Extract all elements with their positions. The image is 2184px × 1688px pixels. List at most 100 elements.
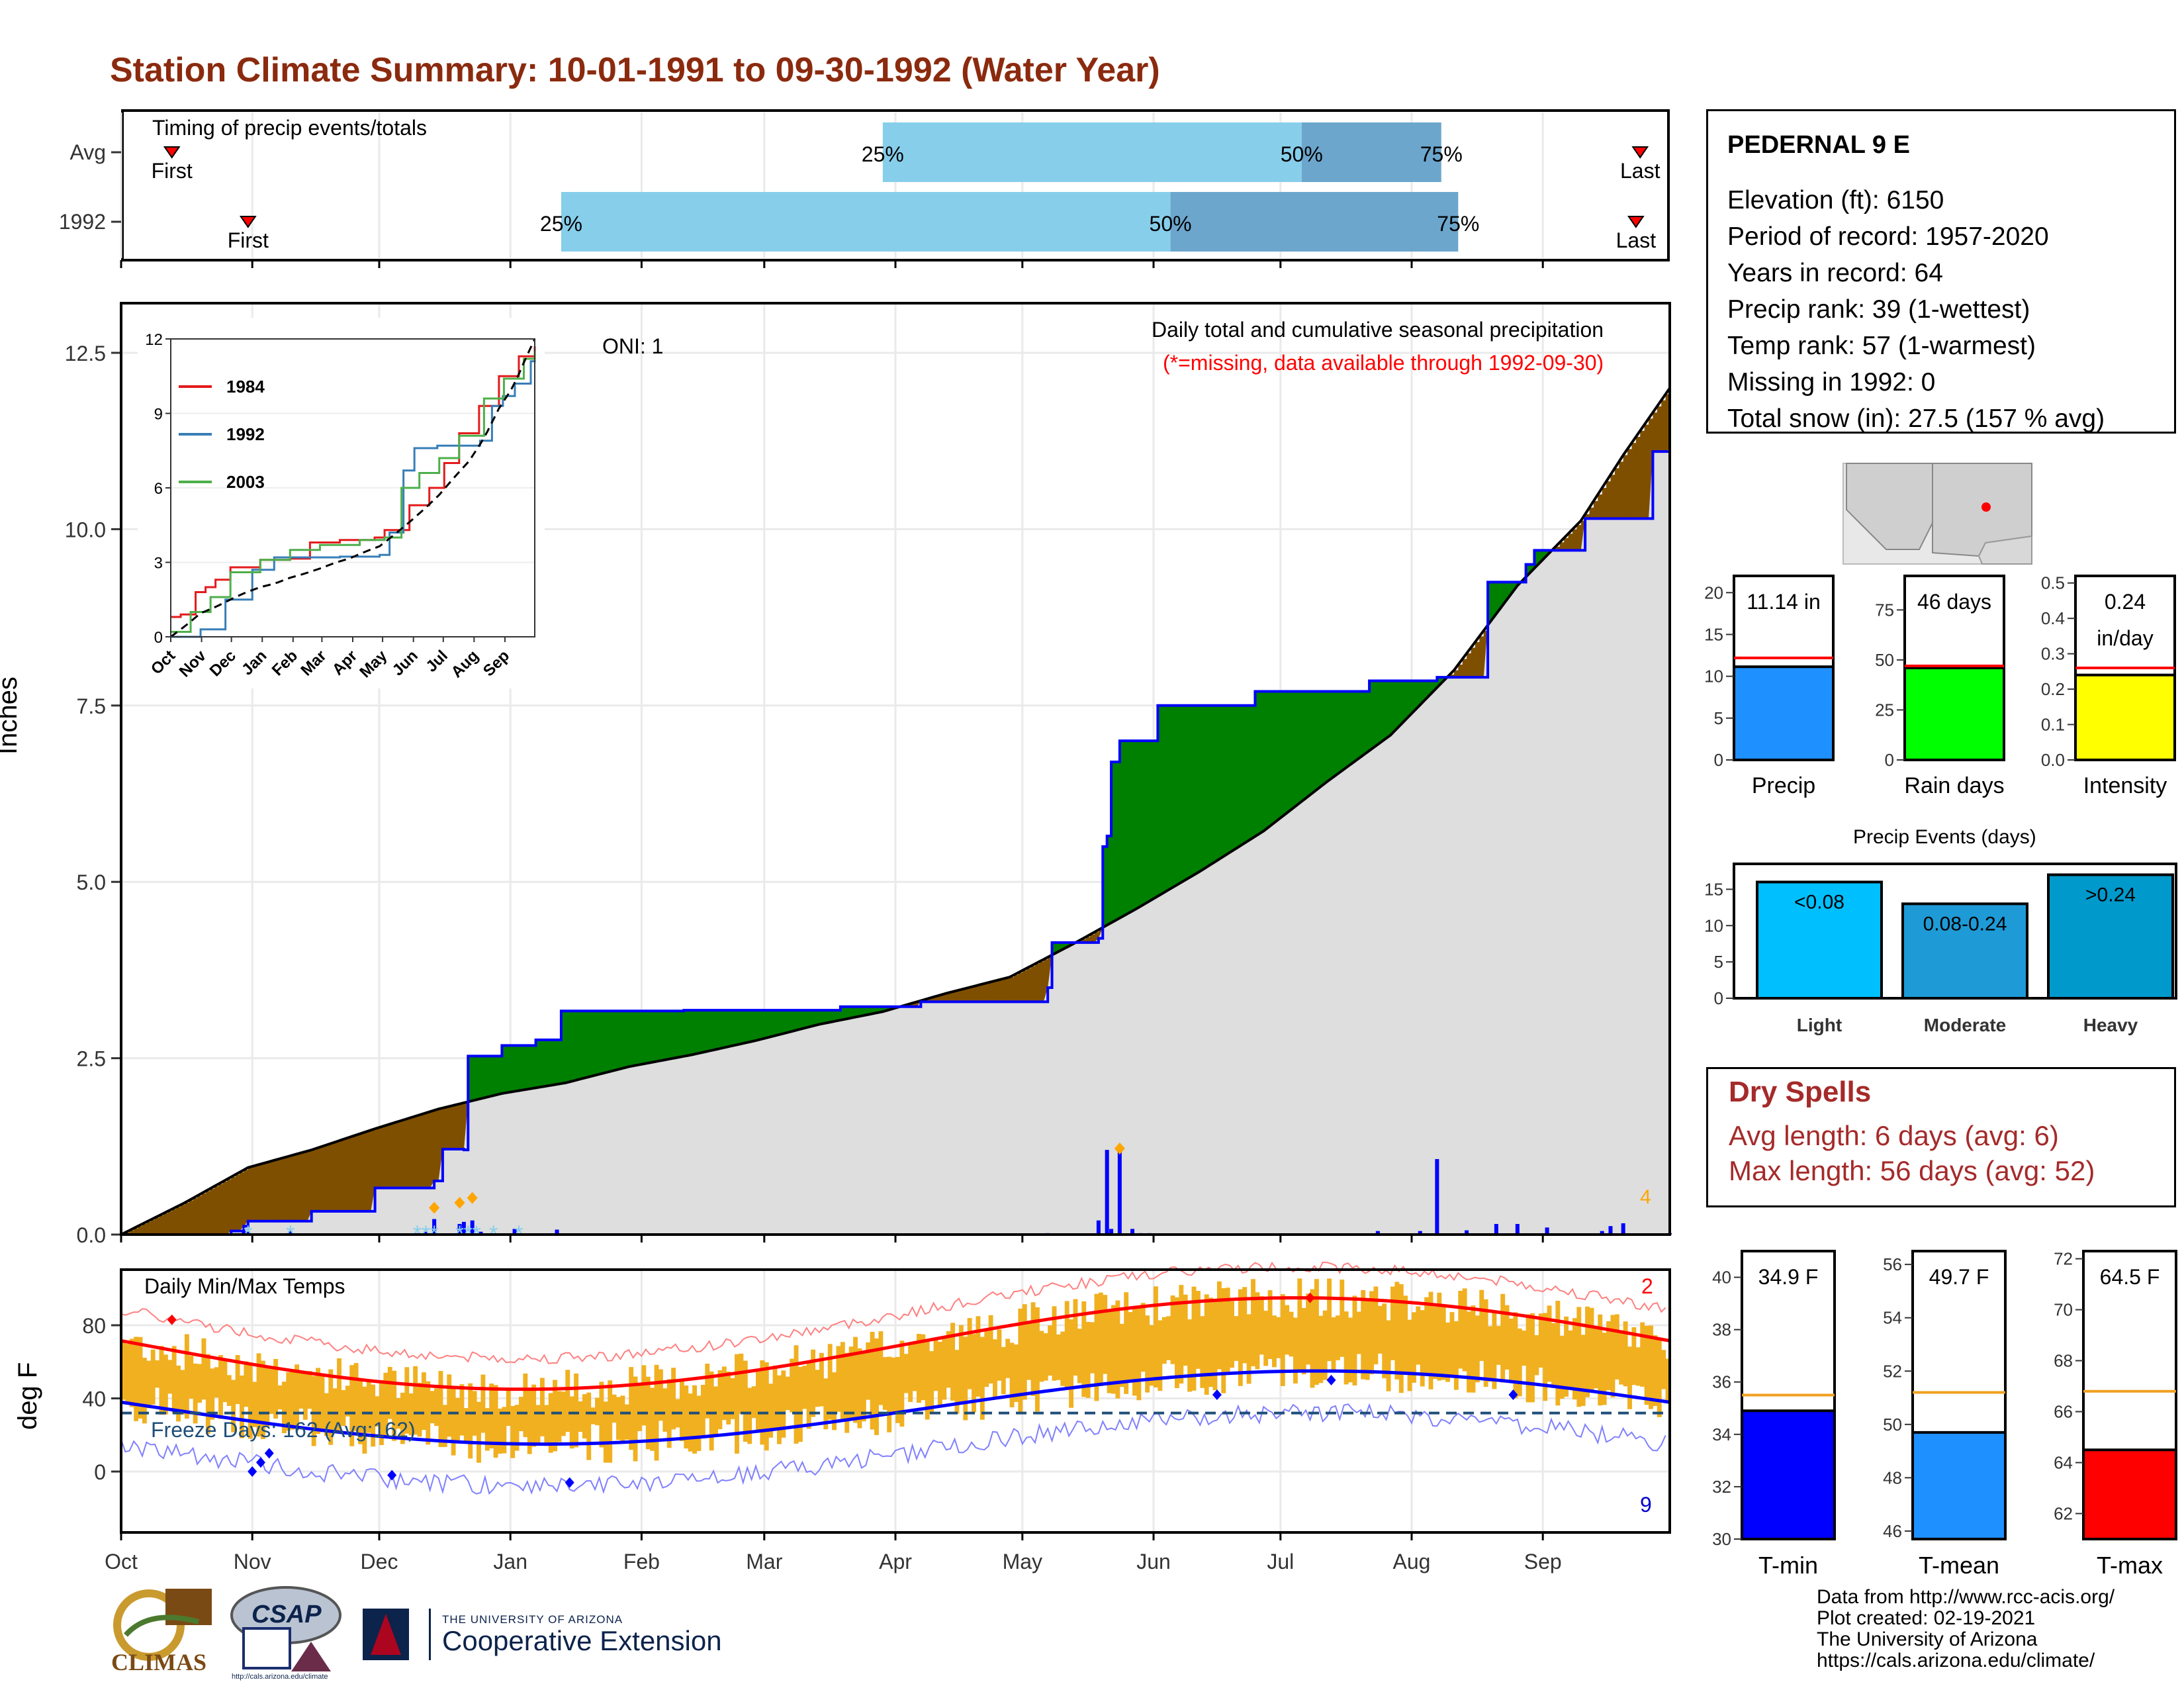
summary-bar-rain-days xyxy=(1903,667,2005,761)
cumulative-difference-fill xyxy=(624,1011,629,1068)
cumulative-difference-fill xyxy=(561,1011,566,1084)
summary-bar-ytick-label: 75 xyxy=(1875,600,1894,620)
footer-plot-created: Plot created: 02-19-2021 xyxy=(1817,1607,2036,1629)
daily-temp-range-bar xyxy=(832,1372,837,1430)
daily-precip-bar xyxy=(1435,1158,1439,1235)
cumulative-difference-fill xyxy=(383,1126,388,1188)
temp-bar-value: 34.9 F xyxy=(1758,1265,1819,1289)
daily-temp-range-bar xyxy=(252,1382,257,1427)
daily-temp-range-bar xyxy=(603,1401,608,1463)
cumulative-difference-fill xyxy=(1297,691,1302,805)
temp-extreme-marker xyxy=(264,1448,274,1459)
cumulative-difference-fill xyxy=(298,1153,304,1221)
cumulative-difference-fill xyxy=(730,1010,735,1047)
station-info-box xyxy=(1706,109,2176,434)
temp-bar-ytick-label: 32 xyxy=(1712,1477,1731,1497)
daily-temp-range-bar xyxy=(1318,1315,1324,1383)
summary-bar-ytick-label: 0.4 xyxy=(2041,608,2065,628)
cumulative-difference-fill xyxy=(1665,394,1670,452)
cumulative-difference-fill xyxy=(1572,529,1577,551)
cumulative-difference-fill xyxy=(129,1230,134,1235)
daily-temp-range-bar xyxy=(430,1391,435,1424)
daily-temp-range-bar xyxy=(967,1318,972,1389)
cumulative-difference-fill xyxy=(1187,705,1193,879)
summary-bar-ytick-label: 15 xyxy=(1704,624,1723,644)
daily-temp-range-bar xyxy=(988,1315,993,1383)
cumulative-difference-fill xyxy=(882,1006,887,1012)
temp-bar-t-max xyxy=(2082,1448,2177,1540)
cumulative-difference-fill xyxy=(612,1011,617,1071)
cumulative-difference-fill xyxy=(993,981,998,1002)
station-years: Years in record: 64 xyxy=(1727,259,1943,287)
cumulative-difference-fill xyxy=(430,1111,435,1188)
daily-temp-range-bar xyxy=(1034,1307,1040,1412)
summary-bar-value: 0.24 xyxy=(2105,590,2146,614)
summary-bar-ytick-label: 0.0 xyxy=(2041,750,2065,770)
summary-bar-value: 11.14 in xyxy=(1747,590,1821,614)
cumulative-difference-fill xyxy=(1500,582,1506,608)
cumulative-difference-fill xyxy=(506,1045,511,1093)
daily-temp-range-bar xyxy=(1297,1278,1302,1371)
temp-extreme-marker xyxy=(255,1457,265,1468)
cumulative-difference-fill xyxy=(184,1203,189,1235)
cumulative-difference-fill xyxy=(1043,959,1048,1002)
daily-temp-range-bar xyxy=(709,1371,714,1451)
cumulative-difference-fill xyxy=(281,1158,287,1221)
daily-temp-range-bar xyxy=(933,1338,938,1391)
cumulative-difference-fill xyxy=(569,1011,574,1082)
daily-precip-bar xyxy=(246,1231,250,1235)
daily-temp-range-bar xyxy=(827,1344,833,1420)
events-ytick-label: 5 xyxy=(1714,952,1723,972)
daily-temp-range-bar xyxy=(1242,1287,1248,1364)
cumulative-difference-fill xyxy=(176,1207,181,1235)
daily-temp-range-bar xyxy=(866,1342,871,1400)
daily-temp-range-bar xyxy=(1488,1326,1492,1382)
daily-temp-range-bar xyxy=(1479,1289,1484,1361)
cumulative-difference-fill xyxy=(447,1107,452,1150)
daily-temp-range-bar xyxy=(413,1366,418,1435)
cumulative-difference-fill xyxy=(735,1010,740,1046)
daily-temp-range-bar xyxy=(1107,1310,1112,1393)
daily-temp-range-bar xyxy=(1140,1303,1146,1372)
cumulative-difference-fill xyxy=(1111,762,1116,923)
cumulative-difference-fill xyxy=(785,1010,790,1033)
daily-precip-bar xyxy=(1130,1229,1135,1235)
daily-temp-range-bar xyxy=(1179,1285,1184,1384)
daily-temp-range-bar xyxy=(1195,1291,1201,1369)
cumulative-difference-fill xyxy=(421,1114,426,1188)
cumulative-difference-fill xyxy=(163,1213,168,1235)
cumulative-difference-fill xyxy=(806,1010,811,1028)
temp-bar-ytick-label: 40 xyxy=(1712,1268,1731,1288)
events-title: Precip Events (days) xyxy=(1853,826,2036,848)
daily-temp-range-bar xyxy=(1509,1318,1514,1380)
daily-temp-range-bar xyxy=(1467,1311,1472,1393)
daily-temp-range-bar xyxy=(1589,1307,1594,1392)
daily-temp-range-bar xyxy=(1009,1342,1015,1407)
temp-bar-value: 49.7 F xyxy=(1929,1265,1989,1289)
daily-temp-range-bar xyxy=(565,1370,570,1432)
summary-bar-ytick-label: 50 xyxy=(1875,650,1894,670)
daily-temp-range-bar xyxy=(408,1393,414,1436)
daily-temp-range-bar xyxy=(739,1353,744,1414)
cumulative-difference-fill xyxy=(417,1115,422,1188)
daily-temp-range-bar xyxy=(1255,1292,1260,1370)
freeze-days-label: Freeze Days: 162 (Avg:162) xyxy=(151,1418,416,1442)
inset-legend-swatch xyxy=(179,433,212,436)
events-bar-inner-label: 0.08-0.24 xyxy=(1923,913,2007,935)
precip-ytick-label: 10.0 xyxy=(65,518,106,541)
cumulative-difference-fill xyxy=(502,1045,507,1094)
temp-bar-ytick-label: 52 xyxy=(1883,1361,1902,1381)
cumulative-difference-fill xyxy=(967,988,972,1002)
cumulative-difference-fill xyxy=(1183,705,1188,882)
cumulative-difference-fill xyxy=(493,1056,498,1096)
cumulative-difference-fill xyxy=(214,1186,219,1235)
temp-bar-ytick-label: 38 xyxy=(1712,1320,1731,1340)
daily-temp-range-bar xyxy=(1310,1289,1315,1388)
cumulative-difference-fill xyxy=(1331,691,1336,779)
cumulative-difference-fill xyxy=(1614,468,1619,519)
cumulative-difference-fill xyxy=(1090,934,1095,943)
daily-temp-range-bar xyxy=(874,1338,879,1435)
daily-temp-range-bar xyxy=(442,1405,447,1447)
cumulative-difference-fill xyxy=(641,1011,647,1064)
cumulative-difference-fill xyxy=(387,1125,392,1188)
